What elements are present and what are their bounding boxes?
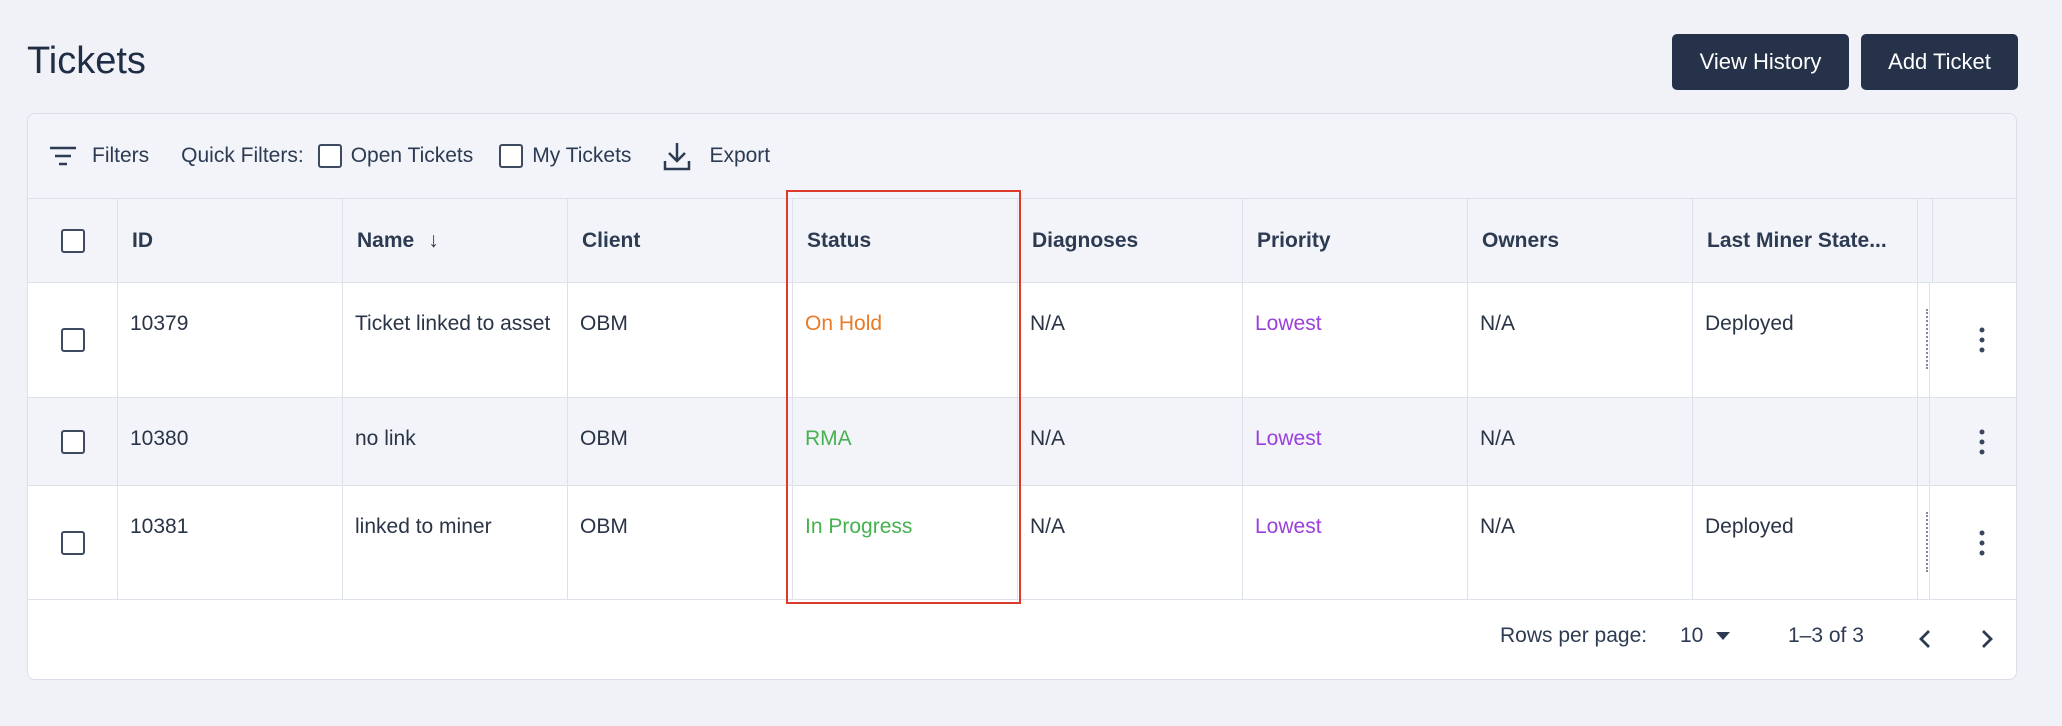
ticket-priority: Lowest bbox=[1255, 312, 1322, 335]
ticket-status: In Progress bbox=[805, 515, 913, 538]
column-header-name-label: Name bbox=[357, 228, 415, 252]
row-select-cell bbox=[28, 486, 118, 599]
row-select-cell bbox=[28, 398, 118, 485]
truncated-column-cell bbox=[1918, 398, 1930, 485]
ticket-last-miner-state: Deployed bbox=[1705, 515, 1794, 538]
ticket-last-miner-state: Deployed bbox=[1705, 312, 1794, 335]
row-checkbox[interactable] bbox=[60, 530, 85, 555]
ticket-priority: Lowest bbox=[1255, 515, 1322, 538]
ticket-client: OBM bbox=[580, 312, 628, 335]
ticket-name: Ticket linked to asset bbox=[355, 312, 551, 335]
column-header-priority[interactable]: Priority bbox=[1243, 199, 1468, 282]
ticket-status: RMA bbox=[805, 427, 852, 450]
ticket-owners: N/A bbox=[1480, 427, 1516, 450]
rows-per-page-value: 10 bbox=[1680, 624, 1704, 647]
column-header-last-miner-state[interactable]: Last Miner State... bbox=[1693, 199, 1918, 282]
column-header-extra bbox=[1918, 199, 1933, 282]
pagination-range: 1–3 of 3 bbox=[1788, 624, 1864, 647]
open-tickets-checkbox[interactable] bbox=[317, 144, 342, 168]
ticket-name: linked to miner bbox=[355, 515, 492, 538]
filters-label: Filters bbox=[92, 144, 150, 167]
select-all-checkbox[interactable] bbox=[60, 228, 85, 253]
column-header-status[interactable]: Status bbox=[793, 199, 1018, 282]
tickets-card: Filters Quick Filters: Open Tickets My T… bbox=[27, 113, 2017, 680]
view-history-button[interactable]: View History bbox=[1672, 34, 1849, 90]
truncated-column-cell bbox=[1918, 283, 1930, 397]
column-header-diagnoses[interactable]: Diagnoses bbox=[1018, 199, 1243, 282]
export-label: Export bbox=[709, 144, 771, 167]
rows-per-page-label: Rows per page: bbox=[1500, 624, 1648, 647]
column-header-client[interactable]: Client bbox=[568, 199, 793, 282]
kebab-menu-icon[interactable] bbox=[1979, 327, 1985, 353]
ticket-name: no link bbox=[355, 427, 416, 450]
ticket-diagnoses: N/A bbox=[1030, 312, 1066, 335]
chevron-left-icon[interactable] bbox=[1916, 628, 1934, 650]
row-select-cell bbox=[28, 283, 118, 397]
caret-down-icon bbox=[1716, 632, 1731, 640]
chevron-right-icon[interactable] bbox=[1978, 628, 1996, 650]
column-header-owners[interactable]: Owners bbox=[1468, 199, 1693, 282]
sort-down-icon[interactable]: ↓ bbox=[428, 228, 439, 252]
ticket-client: OBM bbox=[580, 515, 628, 538]
kebab-menu-icon[interactable] bbox=[1979, 530, 1985, 555]
ticket-diagnoses: N/A bbox=[1030, 427, 1066, 450]
table-toolbar: Filters Quick Filters: Open Tickets My T… bbox=[28, 114, 2016, 199]
kebab-menu-icon[interactable] bbox=[1979, 429, 1985, 454]
download-icon bbox=[664, 143, 691, 171]
open-tickets-label: Open Tickets bbox=[350, 144, 474, 167]
table-row[interactable]: 10380 no link OBM RMA N/A Lowest N/A bbox=[28, 398, 2016, 486]
filters-button[interactable]: Filters bbox=[48, 144, 149, 168]
truncated-column-cell bbox=[1918, 486, 1930, 599]
ticket-priority: Lowest bbox=[1255, 427, 1322, 450]
ticket-id: 10381 bbox=[130, 515, 189, 538]
table-row[interactable]: 10379 Ticket linked to asset OBM On Hold… bbox=[28, 283, 2016, 398]
column-header-name[interactable]: Name ↓ bbox=[343, 199, 568, 282]
table-row[interactable]: 10381 linked to miner OBM In Progress N/… bbox=[28, 486, 2016, 600]
pagination-bar: Rows per page: 10 1–3 of 3 bbox=[28, 600, 2016, 679]
table-header-row: ID Name ↓ Client Status Diagnoses Priori… bbox=[28, 199, 2016, 283]
add-ticket-button[interactable]: Add Ticket bbox=[1861, 34, 2018, 90]
my-tickets-filter[interactable]: My Tickets bbox=[499, 144, 631, 168]
ticket-diagnoses: N/A bbox=[1030, 515, 1066, 538]
select-all-cell bbox=[28, 199, 118, 282]
open-tickets-filter[interactable]: Open Tickets bbox=[317, 144, 474, 168]
ticket-owners: N/A bbox=[1480, 312, 1516, 335]
my-tickets-checkbox[interactable] bbox=[499, 144, 524, 168]
row-checkbox[interactable] bbox=[60, 429, 85, 454]
ticket-owners: N/A bbox=[1480, 515, 1516, 538]
ticket-id: 10379 bbox=[130, 312, 189, 335]
column-header-actions bbox=[1930, 199, 2016, 282]
export-button[interactable]: Export bbox=[663, 141, 770, 171]
ticket-id: 10380 bbox=[130, 427, 189, 450]
column-header-id[interactable]: ID bbox=[118, 199, 343, 282]
ticket-client: OBM bbox=[580, 427, 628, 450]
rows-per-page-select[interactable]: 10 bbox=[1680, 624, 1733, 648]
row-checkbox[interactable] bbox=[60, 328, 85, 352]
ticket-status: On Hold bbox=[805, 312, 883, 335]
page-title: Tickets bbox=[27, 40, 146, 82]
quick-filters-label: Quick Filters: bbox=[181, 144, 304, 167]
my-tickets-label: My Tickets bbox=[532, 144, 632, 167]
filter-icon bbox=[50, 146, 76, 166]
